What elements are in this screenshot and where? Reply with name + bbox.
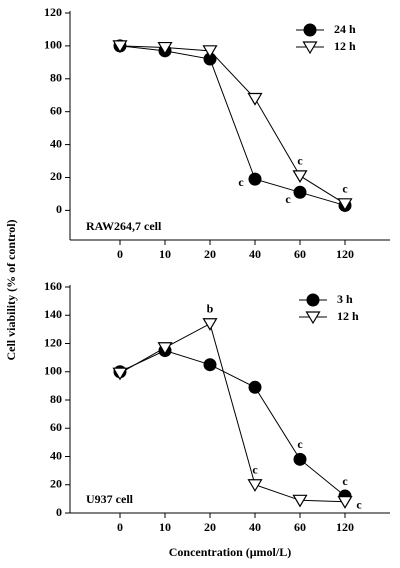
y-tick-label: 160 <box>44 279 62 293</box>
annotation: c <box>356 497 362 511</box>
y-tick-label: 0 <box>56 505 62 519</box>
panel-label: RAW264,7 cell <box>86 219 162 233</box>
data-point <box>248 380 262 394</box>
y-tick-label: 120 <box>44 335 62 349</box>
series-line <box>119 45 346 205</box>
series-line <box>119 322 346 503</box>
legend-label: 3 h <box>337 292 353 306</box>
legend-label: 12 h <box>337 309 359 323</box>
y-tick-label: 100 <box>44 364 62 378</box>
y-tick-label: 80 <box>50 392 62 406</box>
data-point <box>202 318 218 331</box>
x-tick-label: 20 <box>204 520 216 534</box>
y-tick-label: 60 <box>50 103 62 117</box>
panel-label: U937 cell <box>86 492 134 506</box>
x-tick-label: 120 <box>336 520 354 534</box>
y-tick-label: 120 <box>44 5 62 19</box>
data-point <box>292 494 308 508</box>
y-tick-label: 20 <box>50 477 62 491</box>
legend-label: 12 h <box>334 39 356 53</box>
annotation: c <box>252 463 258 477</box>
legend-label: 24 h <box>334 22 356 36</box>
x-tick-label: 0 <box>117 247 123 261</box>
annotation: c <box>342 474 348 488</box>
y-tick-label: 40 <box>50 448 62 462</box>
legend-marker <box>305 311 321 325</box>
x-tick-label: 120 <box>336 247 354 261</box>
x-axis-title: Concentration (μmol/L) <box>169 545 291 559</box>
annotation: b <box>207 301 214 315</box>
legend-marker <box>306 293 320 307</box>
y-tick-label: 140 <box>44 307 62 321</box>
data-point <box>248 172 262 186</box>
data-point <box>337 198 353 211</box>
y-tick-label: 40 <box>50 136 62 150</box>
data-point <box>247 92 263 106</box>
y-tick-label: 80 <box>50 71 62 85</box>
x-tick-label: 10 <box>159 520 171 534</box>
data-point <box>112 40 128 54</box>
x-tick-label: 20 <box>204 247 216 261</box>
data-point <box>157 41 173 55</box>
series-line <box>119 350 346 497</box>
data-point <box>247 479 263 492</box>
legend-marker <box>303 23 317 37</box>
data-point <box>112 367 128 381</box>
y-tick-label: 100 <box>44 38 62 52</box>
data-point <box>293 452 307 466</box>
data-point <box>202 45 218 59</box>
x-tick-label: 40 <box>249 247 261 261</box>
annotation: c <box>297 154 303 168</box>
annotation: c <box>297 437 303 451</box>
data-point <box>203 358 217 372</box>
annotation: c <box>285 192 291 206</box>
data-point <box>157 342 173 355</box>
x-tick-label: 40 <box>249 520 261 534</box>
y-axis-title: Cell viability (% of control) <box>4 219 18 360</box>
y-tick-label: 20 <box>50 169 62 183</box>
data-point <box>292 170 308 184</box>
x-tick-label: 60 <box>294 520 306 534</box>
data-point <box>337 496 353 509</box>
series-line <box>119 45 346 206</box>
x-tick-label: 10 <box>159 247 171 261</box>
x-tick-label: 0 <box>117 520 123 534</box>
x-tick-label: 60 <box>294 247 306 261</box>
y-tick-label: 0 <box>56 202 62 216</box>
y-tick-label: 60 <box>50 420 62 434</box>
data-point <box>293 185 307 199</box>
legend-marker <box>302 41 318 55</box>
annotation: c <box>238 175 244 189</box>
annotation: c <box>342 182 348 196</box>
